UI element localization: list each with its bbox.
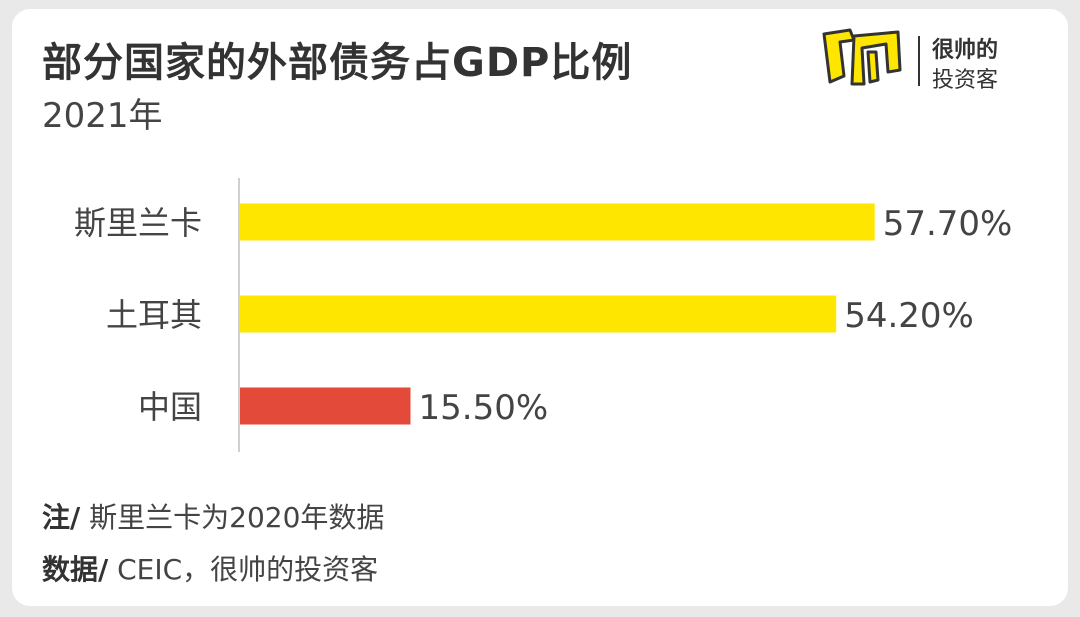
bar-1 xyxy=(240,295,837,333)
logo-text-line1: 很帅的 xyxy=(932,38,999,63)
footnote-text: 斯里兰卡为2020年数据 xyxy=(80,501,385,534)
category-label-2: 中国 xyxy=(138,388,202,426)
logo-divider xyxy=(918,36,920,86)
source-text: CEIC，很帅的投资客 xyxy=(108,553,379,586)
value-label-2: 15.50% xyxy=(419,388,549,428)
category-label-0: 斯里兰卡 xyxy=(74,204,202,242)
source-note: 数据/ CEIC，很帅的投资客 xyxy=(42,548,378,588)
footnote-label: 注/ xyxy=(42,501,81,534)
value-label-0: 57.70% xyxy=(883,204,1013,244)
brand-mark-icon xyxy=(822,28,902,86)
source-label: 数据/ xyxy=(42,553,109,586)
brand-logo: 很帅的 投资客 xyxy=(810,26,1030,96)
category-label-1: 土耳其 xyxy=(106,296,202,334)
bar-2 xyxy=(240,387,411,425)
footnote: 注/ 斯里兰卡为2020年数据 xyxy=(42,496,384,536)
chart-subtitle: 2021年 xyxy=(42,96,163,136)
bar-0 xyxy=(240,203,875,241)
value-label-1: 54.20% xyxy=(844,296,974,336)
logo-text-line2: 投资客 xyxy=(932,68,999,93)
chart-title: 部分国家的外部债务占GDP比例 xyxy=(42,40,633,86)
